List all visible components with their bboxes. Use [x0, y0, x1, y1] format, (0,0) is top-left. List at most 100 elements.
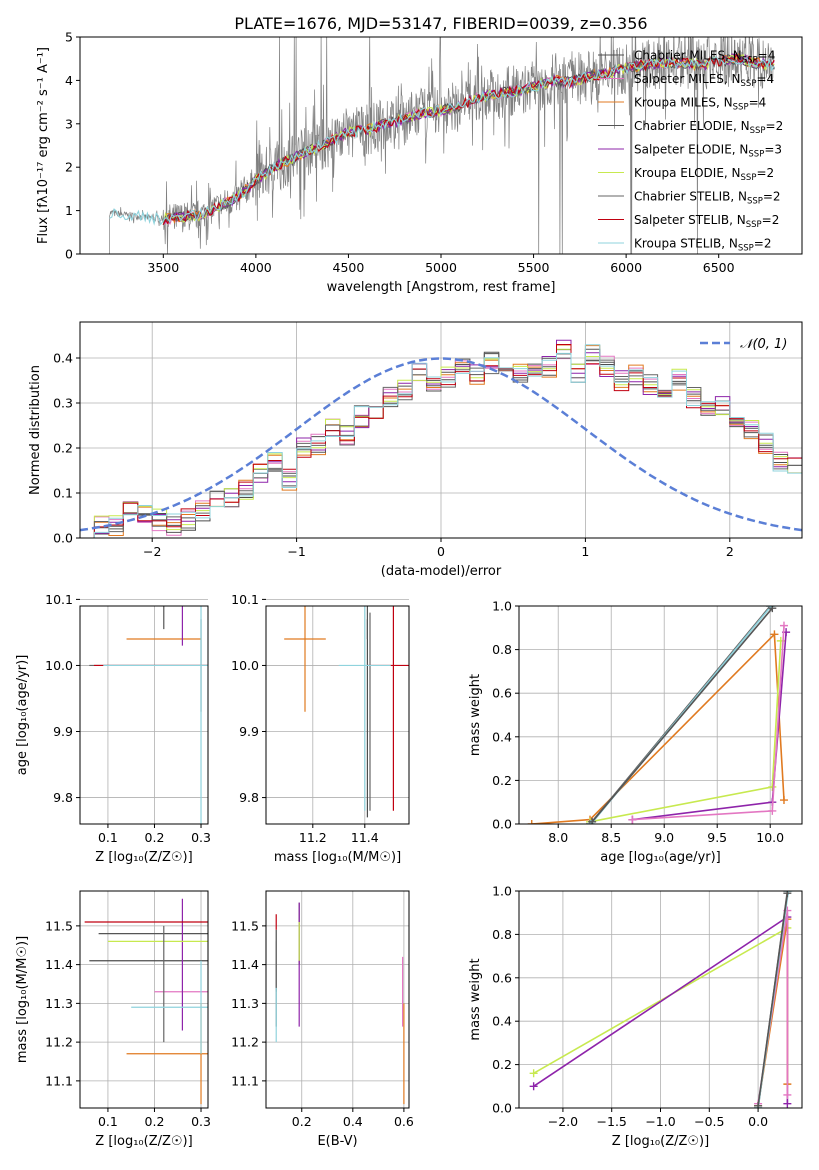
x-axis-label: Z [log₁₀(Z/Z☉)] [612, 1134, 709, 1149]
plot-area [284, 606, 409, 818]
x-axis-label: (data-model)/error [381, 564, 502, 579]
y-tick-label: 0.2 [492, 773, 512, 788]
x-tick-label: −0.5 [694, 1114, 724, 1129]
errorbar-point-2 [284, 606, 326, 712]
y-tick-label: 9.9 [53, 724, 73, 739]
y-tick-label: 0.4 [53, 351, 73, 366]
x-tick-label: 10.0 [756, 830, 784, 845]
series-marker-1-0 [529, 1082, 538, 1091]
legend-label-text: Salpeter MILES, N [634, 72, 741, 86]
legend-label-text: Kroupa ELODIE, N [634, 166, 741, 180]
series-line-6 [757, 893, 789, 1106]
grid-lines [80, 322, 802, 539]
y-tick-label: 10.1 [231, 592, 259, 607]
x-tick-label: 5000 [425, 260, 457, 275]
x-tick-label: 11.4 [351, 830, 379, 845]
grid-lines [266, 598, 409, 824]
axes-frame: 0.1 0.2 0.3 9.8 9.9 10.0 10.1 Z [log₁₀(Z/Z☉)] ag… [15, 592, 211, 865]
series-marker-6-0 [588, 817, 597, 824]
legend-label-4: Salpeter ELODIE, NSSP=3 [634, 143, 782, 160]
y-tick-label: 11.2 [231, 1035, 259, 1050]
y-tick-label: 11.4 [45, 957, 73, 972]
y-tick-label: 11.3 [231, 996, 259, 1011]
x-tick-label: −1.0 [645, 1114, 675, 1129]
y-tick-label: 11.2 [45, 1035, 73, 1050]
x-tick-label: 0.1 [98, 1114, 118, 1129]
figure-title: PLATE=1676, MJD=53147, FIBERID=0039, z=0… [234, 14, 647, 33]
y-tick-label: 0.8 [492, 642, 512, 657]
legend-label-3: Chabrier ELODIE, NSSP=2 [634, 119, 783, 136]
x-tick-label: 5500 [518, 260, 550, 275]
x-tick-label: 6000 [610, 260, 642, 275]
legend-label-suffix: =2 [754, 237, 772, 251]
x-axis-label: Z [log₁₀(Z/Z☉)] [95, 850, 192, 865]
axes-frame: 8.0 8.5 9.0 9.5 10.0 0.0 0.2 0.4 0.6 0.8 1.0 age [l… [468, 599, 803, 865]
legend-label-7: Salpeter STELIB, NSSP=2 [634, 213, 779, 230]
x-tick-label: 8.0 [548, 830, 568, 845]
y-tick-label: 9.8 [53, 790, 73, 805]
legend-label-6: Chabrier STELIB, NSSP=2 [634, 190, 781, 207]
legend-label-0: Chabrier MILES, NSSP=4 [634, 49, 775, 66]
histogram-series-4 [80, 339, 802, 538]
x-tick-label: 0.2 [145, 830, 165, 845]
y-tick-label: 10.1 [45, 592, 73, 607]
histogram-series-1 [80, 355, 802, 538]
y-tick-label: 0.2 [492, 1057, 512, 1072]
legend-label-5: Kroupa ELODIE, NSSP=2 [634, 166, 774, 183]
axes-frame: 0.2 0.4 0.6 11.1 11.2 11.3 11.4 11.5 E(B-V) [231, 890, 414, 1149]
legend-label-suffix: =2 [763, 190, 781, 204]
legend-label-text: Chabrier STELIB, N [634, 190, 747, 204]
series-line-2 [632, 632, 787, 821]
legend-label-suffix: =3 [764, 143, 782, 157]
plot-area [109, 37, 775, 254]
series-marker-6-1 [783, 891, 792, 898]
y-tick-label: 11.5 [231, 918, 259, 933]
series-line-3 [632, 625, 785, 821]
errorbar-point-8 [103, 606, 208, 824]
x-tick-label: 11.2 [299, 830, 327, 845]
legend-label-suffix: =2 [756, 166, 774, 180]
y-tick-label: 5 [65, 30, 73, 45]
legend-label-sub: SSP [747, 197, 763, 207]
x-axis-label: wavelength [Angstrom, rest frame] [327, 280, 556, 295]
x-tick-label: 1 [581, 544, 589, 559]
legend-label-text: Salpeter STELIB, N [634, 213, 746, 227]
x-tick-label: 0.1 [98, 830, 118, 845]
x-tick-label: −2.0 [548, 1114, 578, 1129]
x-tick-label: 9.5 [707, 830, 727, 845]
legend-label-sub: SSP [741, 79, 757, 89]
legend-label-suffix: =2 [762, 213, 780, 227]
x-tick-label: 4000 [240, 260, 272, 275]
series-line-0 [533, 927, 788, 1074]
legend-label-text: Kroupa STELIB, N [634, 237, 738, 251]
axes-border [79, 605, 209, 825]
y-tick-label: 9.9 [239, 724, 259, 739]
legend-label-sub: SSP [733, 103, 749, 113]
spectrum-panel: 3500 4000 4500 5000 5500 6000 6500 0 1 2 3 4 5 wavele… [36, 30, 803, 295]
y-tick-label: 0.6 [492, 686, 512, 701]
age-vs-metallicity-panel: 0.1 0.2 0.3 9.8 9.9 10.0 10.1 Z [log₁₀(Z/Z☉)] ag… [15, 592, 211, 865]
x-tick-label: −1.5 [597, 1114, 627, 1129]
y-tick-label: 1.0 [492, 599, 512, 614]
y-tick-label: 1 [65, 203, 73, 218]
x-tick-label: −1 [287, 544, 305, 559]
axes-border [518, 605, 803, 825]
series-marker-3-2 [779, 621, 788, 630]
y-axis-label: mass weight [468, 958, 483, 1040]
y-tick-label: 11.5 [45, 918, 73, 933]
y-tick-label: 2 [65, 160, 73, 175]
x-tick-label: 0.2 [292, 1114, 312, 1129]
series-marker-0-0 [527, 820, 536, 824]
y-tick-label: 0.4 [492, 729, 512, 744]
x-tick-label: 8.5 [601, 830, 621, 845]
legend-label-sub: SSP [738, 244, 754, 254]
y-tick-label: 0.0 [492, 817, 512, 832]
mass-vs-ebv-panel: 0.2 0.4 0.6 11.1 11.2 11.3 11.4 11.5 E(B-V) [231, 890, 414, 1149]
legend-label-text: Salpeter ELODIE, N [634, 143, 748, 157]
x-tick-label: 0.3 [191, 830, 211, 845]
age-vs-mass-panel: 11.2 11.4 9.8 9.9 10.0 10.1 mass [log₁₀(M/M☉)] [231, 592, 410, 865]
axes-frame: 11.2 11.4 9.8 9.9 10.0 10.1 mass [log₁₀(M/M☉)] [231, 592, 410, 865]
grid-lines [80, 598, 208, 824]
